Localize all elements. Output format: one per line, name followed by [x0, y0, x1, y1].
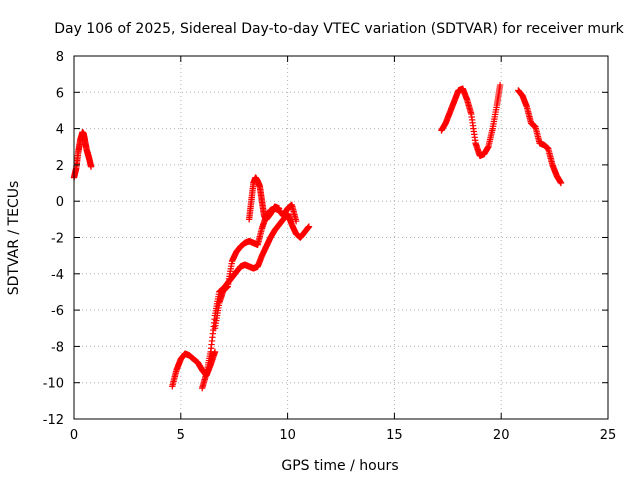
x-tick-labels: 0 5 10 15 20 25 [70, 428, 616, 443]
data-point [305, 223, 313, 230]
data-point [557, 179, 565, 187]
x-tick-label: 15 [386, 428, 403, 443]
x-tick-label: 0 [70, 428, 78, 443]
y-tick-label: 4 [56, 123, 64, 138]
y-tick-label: 8 [56, 50, 64, 65]
data-point [87, 163, 95, 170]
y-tick-label: -10 [43, 377, 64, 392]
y-tick-label: -6 [51, 304, 64, 319]
gridlines [74, 56, 608, 419]
y-tick-label: -8 [51, 340, 64, 355]
chart-title: Day 106 of 2025, Sidereal Day-to-day VTE… [54, 21, 624, 37]
y-tick-label: 6 [56, 86, 64, 101]
series-arc-6 [438, 81, 504, 160]
y-tick-label: -4 [51, 268, 64, 283]
series-arc-5 [245, 174, 283, 223]
x-tick-label: 25 [600, 428, 617, 443]
data-point [275, 205, 283, 212]
data-points [70, 81, 565, 392]
x-tick-label: 20 [493, 428, 510, 443]
y-tick-label: -12 [43, 413, 64, 428]
axis-ticks [73, 55, 609, 420]
y-tick-label: 0 [56, 195, 64, 210]
y-tick-labels: -12 -10 -8 -6 -4 -2 0 2 4 6 8 [43, 50, 64, 428]
y-tick-label: 2 [56, 159, 64, 174]
data-point [496, 81, 504, 89]
y-axis-label: SDTVAR / TECUs [6, 181, 22, 296]
data-point [292, 217, 300, 225]
x-tick-label: 5 [177, 428, 185, 443]
x-axis-label: GPS time / hours [281, 458, 398, 474]
x-tick-label: 10 [279, 428, 296, 443]
y-tick-label: -2 [51, 232, 64, 247]
series-arc-3 [198, 210, 313, 392]
series-arc-7 [515, 87, 565, 187]
